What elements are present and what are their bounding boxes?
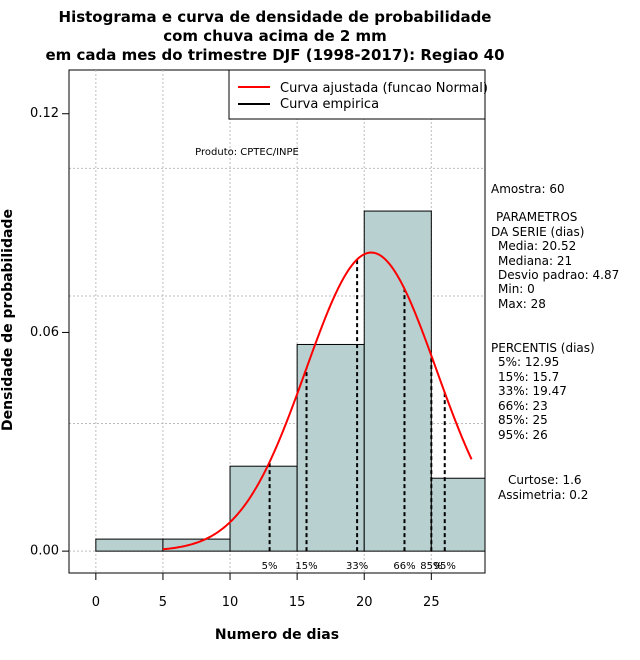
percentile-label-0: 5% [262,561,278,572]
chart-title-line-3: em cada mes do trimestre DJF (1998-2017)… [45,46,504,64]
percentil-15: 15%: 15.7 [498,370,559,384]
histogram-bar-3 [296,343,365,552]
x-tick-label-0: 0 [92,595,100,610]
param-mediana: Mediana: 21 [498,254,572,268]
param-desvio: Desvio padrao: 4.87 [498,268,619,282]
percentile-labels: 5% 15% 33% 66% 85%95% [262,561,456,572]
legend-box [228,69,486,120]
stats-panel: Amostra: 60 PARAMETROS DA SERIE (dias) M… [491,182,619,502]
histogram-bar-2 [229,465,298,552]
percentil-66: 66%: 23 [498,399,548,413]
skewness: Assimetria: 0.2 [498,488,588,502]
x-tick-label-5: 25 [423,595,440,610]
y-tick-label-0: 0.00 [30,544,59,559]
percentil-33: 33%: 19.47 [498,384,567,398]
x-tick-label-4: 20 [356,595,373,610]
y-tick-label-1: 0.06 [30,325,59,340]
percentile-label-5: 95% [434,561,456,572]
y-axis: 0.00 0.06 0.12 [30,106,70,559]
x-tick-label-3: 15 [289,595,306,610]
legend-label-empirical: Curva empirica [280,97,379,112]
normal-curve [162,251,473,551]
chart-title-line-2: com chuva acima de 2 mm [163,27,387,45]
x-tick-label-1: 5 [159,595,167,610]
percentile-label-2: 33% [346,561,368,572]
param-max: Max: 28 [498,297,546,311]
percentile-label-4: 85% [420,561,442,572]
param-min: Min: 0 [498,282,535,296]
percentis-heading: PERCENTIS (dias) [491,341,595,355]
histogram-bar-0 [95,538,164,552]
percentil-95: 95%: 26 [498,428,548,442]
percentile-label-1: 15% [295,561,317,572]
legend-label-normal: Curva ajustada (funcao Normal) [280,81,488,96]
legend: Curva ajustada (funcao Normal) Curva emp… [228,69,488,120]
param-media: Media: 20.52 [498,239,576,253]
x-tick-label-2: 10 [222,595,239,610]
y-axis-title: Densidade de probabilidade [0,209,16,431]
percentile-lines [268,259,446,552]
x-axis-title: Numero de dias [215,627,339,643]
params-heading-2: DA SERIE (dias) [491,225,584,239]
y-tick-label-2: 0.12 [30,106,59,121]
normal-curve-layer [162,251,473,551]
histogram-bar-1 [162,538,231,552]
histogram-bar-4 [363,210,432,552]
histogram-bar-5 [430,477,486,552]
percentil-85: 85%: 25 [498,413,548,427]
product-annotation: Produto: CPTEC/INPE [195,147,299,158]
percentil-5: 5%: 12.95 [498,355,559,369]
params-heading-1: PARAMETROS [496,210,577,224]
percentile-label-3: 66% [393,561,415,572]
sample-size: Amostra: 60 [491,182,565,196]
kurtosis: Curtose: 1.6 [508,473,582,487]
chart-title-line-1: Histograma e curva de densidade de proba… [59,8,492,26]
histogram-bars [95,210,486,552]
x-axis: 0 5 10 15 20 25 [92,572,440,610]
